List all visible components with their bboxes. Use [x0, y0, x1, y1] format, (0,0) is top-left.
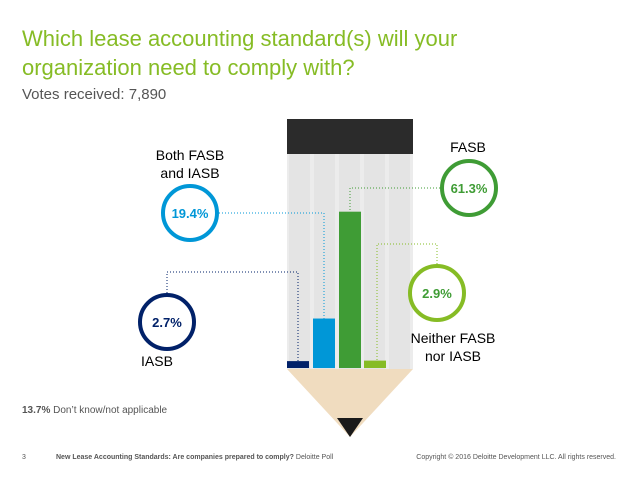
- bar-fasb: [339, 211, 361, 368]
- category-label-iasb: IASB: [117, 352, 197, 370]
- data-label-iasb: 2.7%: [138, 293, 196, 351]
- footnote-value: 13.7%: [22, 405, 51, 416]
- pencil-stripe: [289, 154, 310, 369]
- category-label-fasb: FASB: [428, 138, 508, 156]
- pencil-stripe: [389, 154, 410, 369]
- votes-received: Votes received: 7,890: [22, 86, 167, 103]
- data-label-fasb: 61.3%: [440, 159, 498, 217]
- pencil-eraser: [287, 119, 413, 154]
- category-label-neither: Neither FASB nor IASB: [393, 329, 513, 365]
- category-label-both-line2: and IASB: [160, 165, 220, 181]
- leader-line-both: [219, 212, 325, 319]
- footnote-text: Don’t know/not applicable: [50, 405, 168, 416]
- slide-footer: 3 New Lease Accounting Standards: Are co…: [0, 448, 638, 479]
- footer-source: New Lease Accounting Standards: Are comp…: [56, 454, 333, 461]
- page-number: 3: [22, 454, 26, 461]
- category-label-neither-line1: Neither FASB: [410, 330, 496, 346]
- footnote: 13.7% Don’t know/not applicable: [22, 405, 167, 416]
- category-label-both-line1: Both FASB: [155, 147, 225, 163]
- category-label-iasb-line1: IASB: [141, 353, 173, 369]
- leader-line-neither: [376, 243, 438, 361]
- pencil-lead: [337, 418, 363, 437]
- data-label-both: 19.4%: [161, 184, 219, 242]
- footer-copyright: Copyright © 2016 Deloitte Development LL…: [416, 454, 616, 461]
- category-label-fasb-line1: FASB: [450, 139, 486, 155]
- page-title: Which lease accounting standard(s) will …: [22, 26, 458, 80]
- bar-both: [313, 318, 335, 368]
- category-label-neither-line2: nor IASB: [424, 348, 482, 364]
- data-label-neither: 2.9%: [408, 264, 466, 322]
- footer-poll-name: Deloitte Poll: [293, 454, 334, 461]
- leader-lines: [166, 187, 440, 362]
- pencil-stripe: [364, 154, 385, 369]
- category-label-both: Both FASB and IASB: [140, 146, 240, 182]
- bar-neither: [364, 360, 386, 368]
- bars: [287, 211, 386, 368]
- footer-report-title: New Lease Accounting Standards: Are comp…: [56, 454, 294, 461]
- bar-iasb: [287, 361, 309, 368]
- leader-line-fasb: [349, 187, 440, 212]
- pencil-wood-tip: [287, 369, 413, 437]
